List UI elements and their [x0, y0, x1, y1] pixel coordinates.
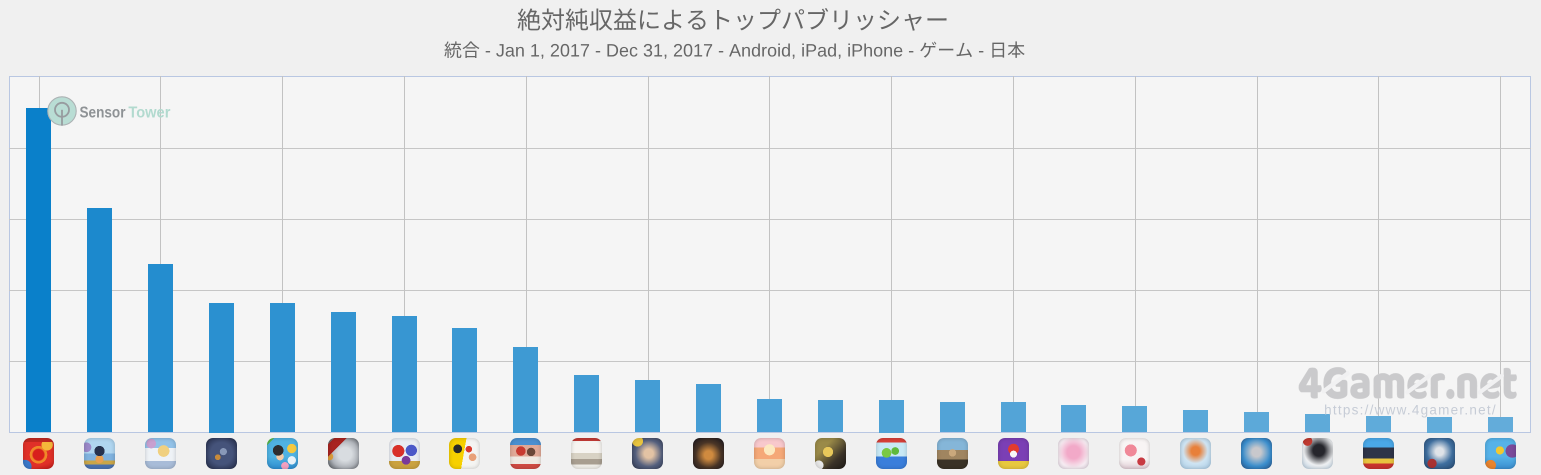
svg-text:Tower: Tower	[128, 104, 170, 121]
svg-text:Sensor: Sensor	[80, 104, 126, 121]
svg-text:https://www.4gamer.net/: https://www.4gamer.net/	[1324, 403, 1497, 418]
